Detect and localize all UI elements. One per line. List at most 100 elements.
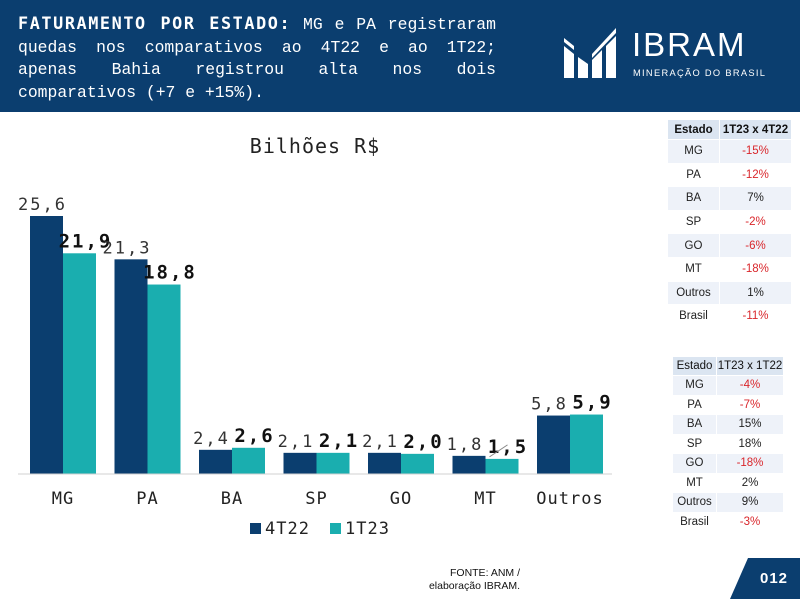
table-row: MG -15% bbox=[667, 139, 792, 164]
header-title: FATURAMENTO POR ESTADO: bbox=[18, 13, 292, 33]
change-cell: 7% bbox=[719, 186, 792, 211]
table-row: Brasil -11% bbox=[667, 304, 792, 329]
category-label-pa: PA bbox=[136, 489, 158, 509]
legend-label-1t23: 1T23 bbox=[345, 519, 390, 539]
state-cell: SP bbox=[672, 433, 717, 454]
bar-mg-1t23 bbox=[63, 253, 96, 474]
table-row: Brasil -3% bbox=[672, 511, 784, 532]
category-label-sp: SP bbox=[305, 489, 327, 509]
change-cell: -6% bbox=[719, 233, 792, 258]
source-line-2: elaboração IBRAM. bbox=[428, 579, 520, 592]
state-cell: SP bbox=[667, 209, 720, 235]
state-cell: MT bbox=[672, 472, 717, 493]
table-row: Outros 1% bbox=[667, 280, 792, 306]
table-row: PA -12% bbox=[667, 162, 792, 188]
data-label-ba-1t23: 2,6 bbox=[234, 425, 274, 447]
state-cell: MG bbox=[667, 139, 720, 164]
state-cell: Outros bbox=[667, 280, 720, 306]
table-header-cell: Estado bbox=[667, 119, 720, 140]
chart-title: Bilhões R$ bbox=[250, 134, 380, 158]
bar-chart-svg: Bilhões R$ 25,6 21,9 MG 21,3 18,8 PA 2,4 2,6 BA 2… bbox=[18, 134, 612, 539]
table-header-cell: Estado bbox=[672, 356, 717, 376]
state-cell: Outros bbox=[672, 492, 717, 513]
change-cell: -3% bbox=[716, 511, 784, 532]
bar-pa-1t23 bbox=[147, 284, 181, 474]
change-cell: -4% bbox=[716, 375, 784, 396]
state-cell: MT bbox=[667, 256, 720, 282]
data-label-mg-1t23: 21,9 bbox=[59, 230, 113, 252]
legend-swatch-1t23 bbox=[330, 523, 341, 534]
bar-go-4t22 bbox=[368, 452, 401, 474]
data-label-go-4t22: 2,1 bbox=[362, 432, 399, 452]
table-row: MT -18% bbox=[667, 256, 792, 282]
change-cell: -18% bbox=[719, 256, 792, 282]
table-row: BA 15% bbox=[672, 414, 784, 435]
bar-mt-1t23 bbox=[485, 458, 519, 474]
bar-outros-4t22 bbox=[537, 415, 570, 474]
logo-wordmark: IBRAM bbox=[632, 26, 747, 63]
table-row: MT 2% bbox=[672, 472, 784, 493]
change-cell: 1% bbox=[719, 280, 792, 306]
header-description: MG e PA registraram quedas nos comparati… bbox=[18, 15, 496, 102]
bar-pa-4t22 bbox=[114, 259, 148, 474]
state-cell: GO bbox=[672, 453, 717, 474]
bar-sp-1t23 bbox=[316, 452, 350, 474]
label-leader-line bbox=[489, 444, 508, 458]
header-text: FATURAMENTO POR ESTADO: MG e PA registra… bbox=[18, 12, 496, 104]
data-label-sp-1t23: 2,1 bbox=[319, 430, 359, 452]
state-cell: PA bbox=[672, 394, 717, 415]
data-label-ba-4t22: 2,4 bbox=[193, 429, 230, 449]
category-label-outros: Outros bbox=[536, 489, 603, 509]
category-label-mg: MG bbox=[52, 489, 74, 509]
table-row: GO -6% bbox=[667, 233, 792, 258]
revenue-by-state-chart: Bilhões R$ 25,6 21,9 MG 21,3 18,8 PA 2,4 2,6 BA 2… bbox=[0, 112, 640, 562]
change-cell: 18% bbox=[716, 433, 784, 454]
comparison-table-1t23-vs-4t22: Estado 1T23 x 4T22 MG -15% PA -12% BA 7% SP -2% G… bbox=[667, 119, 792, 329]
data-label-pa-4t22: 21,3 bbox=[103, 238, 152, 258]
bar-sp-4t22 bbox=[283, 452, 317, 474]
table-header-cell: 1T23 x 1T22 bbox=[716, 356, 784, 376]
source-note: FONTE: ANM / elaboração IBRAM. bbox=[400, 567, 520, 592]
page-number-badge bbox=[730, 558, 800, 599]
legend-swatch-4t22 bbox=[250, 523, 261, 534]
bar-ba-1t23 bbox=[232, 447, 265, 474]
state-cell: BA bbox=[667, 186, 720, 211]
category-label-go: GO bbox=[390, 489, 412, 509]
page-number: 012 bbox=[760, 570, 789, 587]
header-banner: FATURAMENTO POR ESTADO: MG e PA registra… bbox=[0, 0, 800, 112]
change-cell: 9% bbox=[716, 492, 784, 513]
change-cell: -18% bbox=[716, 453, 784, 474]
state-cell: GO bbox=[667, 233, 720, 258]
source-line-1: FONTE: ANM / bbox=[449, 567, 520, 579]
table-row: SP 18% bbox=[672, 433, 784, 454]
logo-subtitle: MINERAÇÃO DO BRASIL bbox=[633, 68, 767, 78]
table-row: MG -4% bbox=[672, 375, 784, 396]
table-row: Outros 9% bbox=[672, 492, 784, 513]
table-row: GO -18% bbox=[672, 453, 784, 474]
state-cell: Brasil bbox=[672, 511, 717, 532]
table-row: PA -7% bbox=[672, 394, 784, 415]
ibram-logo: IBRAM MINERAÇÃO DO BRASIL bbox=[562, 22, 772, 84]
change-cell: -7% bbox=[716, 394, 784, 415]
bar-mg-4t22 bbox=[30, 216, 63, 474]
change-cell: -12% bbox=[719, 162, 792, 188]
data-label-go-1t23: 2,0 bbox=[403, 431, 443, 453]
bar-ba-4t22 bbox=[199, 449, 232, 474]
change-cell: -11% bbox=[719, 304, 792, 329]
table-row: BA 7% bbox=[667, 186, 792, 211]
table-row: SP -2% bbox=[667, 209, 792, 235]
data-label-mt-4t22: 1,8 bbox=[447, 435, 484, 455]
state-cell: MG bbox=[672, 375, 717, 396]
data-label-outros-1t23: 5,9 bbox=[572, 392, 612, 414]
change-cell: -15% bbox=[719, 139, 792, 164]
state-cell: BA bbox=[672, 414, 717, 435]
bar-outros-1t23 bbox=[570, 414, 603, 474]
state-cell: Brasil bbox=[667, 304, 720, 329]
table-header-cell: 1T23 x 4T22 bbox=[719, 119, 792, 140]
data-label-mt-1t23: 1,5 bbox=[488, 436, 528, 458]
bar-mt-4t22 bbox=[452, 455, 486, 474]
change-cell: 15% bbox=[716, 414, 784, 435]
data-label-outros-4t22: 5,8 bbox=[531, 395, 568, 415]
change-cell: 2% bbox=[716, 472, 784, 493]
data-label-mg-4t22: 25,6 bbox=[18, 195, 67, 215]
